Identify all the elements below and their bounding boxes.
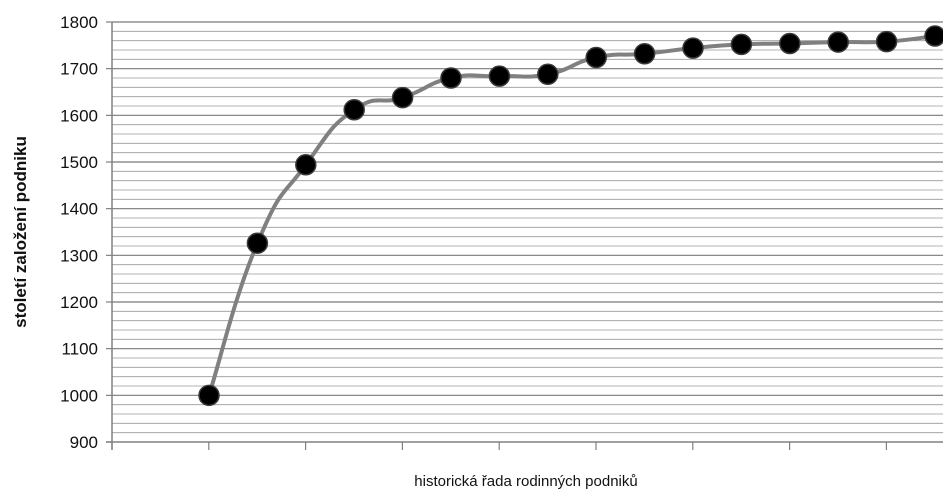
y-axis-label: století založení podniku: [11, 136, 30, 328]
data-point: [391, 86, 414, 109]
data-point: [488, 65, 511, 87]
y-tick-label: 1000: [60, 386, 98, 405]
y-tick-label: 1100: [61, 340, 98, 359]
y-tick-label: 1200: [60, 293, 98, 312]
data-point: [730, 33, 753, 56]
data-point: [295, 154, 317, 176]
series-line: [207, 34, 936, 396]
y-tick-label: 1300: [60, 246, 98, 265]
y-tick-label: 1700: [60, 60, 98, 79]
grid-lines: [112, 21, 943, 434]
data-point: [585, 46, 607, 69]
y-tick-label: 1500: [60, 153, 98, 172]
y-tick-label: 1800: [60, 13, 98, 32]
data-point: [779, 32, 801, 55]
data-point: [875, 30, 898, 53]
data-point: [924, 25, 943, 47]
data-point: [827, 31, 849, 53]
data-series: [198, 25, 943, 407]
y-tick-label: 1600: [60, 106, 98, 125]
axes: [106, 21, 943, 450]
data-point: [537, 63, 559, 86]
y-tick-label: 1400: [60, 200, 98, 219]
y-tick-labels: 900 1000 1100 1200 1300 1400 1500 1600 1700 1800: [60, 13, 98, 452]
data-point: [246, 232, 269, 254]
data-point: [682, 37, 704, 59]
x-axis-label: historická řada rodinných podniků: [414, 473, 637, 490]
y-tick-label: 900: [70, 433, 98, 452]
data-point: [633, 42, 656, 65]
data-point: [440, 67, 462, 89]
data-point: [343, 98, 365, 121]
data-point: [198, 384, 220, 407]
